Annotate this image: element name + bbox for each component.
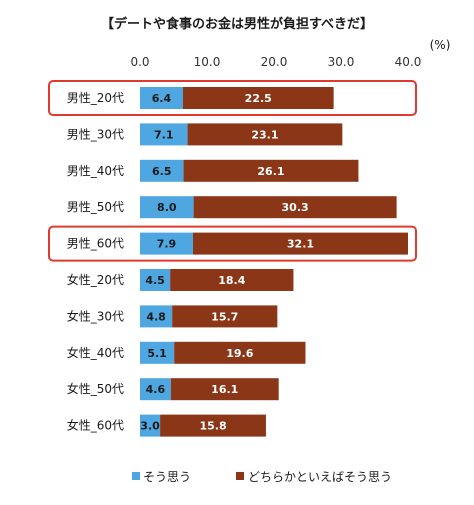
highlight-box <box>48 80 417 116</box>
highlight-box <box>48 225 417 262</box>
data-label: 4.5 <box>145 274 165 287</box>
category-label: 男性_30代 <box>67 127 124 141</box>
category-labels: 男性_20代男性_30代男性_40代男性_50代男性_60代女性_20代女性_3… <box>67 91 124 433</box>
category-label: 女性_60代 <box>67 418 124 433</box>
category-label: 女性_50代 <box>67 381 124 396</box>
bar-segment-agree <box>140 341 175 364</box>
data-label: 7.9 <box>157 238 177 251</box>
bar-segment-agree <box>140 196 194 219</box>
bar-segment-somewhat-agree <box>170 378 279 401</box>
unit-label: (%) <box>430 38 451 52</box>
data-label: 26.1 <box>257 165 284 178</box>
category-label: 男性_50代 <box>67 200 124 214</box>
category-label: 男性_60代 <box>67 237 124 251</box>
data-label: 16.1 <box>211 383 238 396</box>
data-label: 8.0 <box>157 201 177 214</box>
bar-segment-somewhat-agree <box>182 87 334 109</box>
bar-segment-agree <box>140 414 161 437</box>
bar-segment-somewhat-agree <box>187 123 343 146</box>
data-label: 6.5 <box>152 165 172 178</box>
chart-title: 【デートや食事のお金は男性が負担すべきだ】 <box>101 16 373 32</box>
legend: そう思う どちらかといえばそう思う <box>132 470 392 484</box>
data-label: 4.8 <box>146 310 166 323</box>
data-label: 7.1 <box>154 128 174 141</box>
data-label: 6.4 <box>152 92 172 105</box>
bar-segment-agree <box>140 269 171 291</box>
bar-segment-agree <box>140 232 193 255</box>
data-label: 18.4 <box>218 274 245 287</box>
bar-segment-agree <box>140 159 184 182</box>
category-label: 女性_40代 <box>67 345 124 360</box>
data-label: 30.3 <box>282 201 309 214</box>
x-tick-label: 40.0 <box>395 55 422 69</box>
bar-segment-somewhat-agree <box>174 341 306 364</box>
bar-segment-agree <box>140 123 188 146</box>
data-label: 19.6 <box>226 347 253 360</box>
bar-segment-somewhat-agree <box>183 159 359 182</box>
bar-segment-somewhat-agree <box>192 232 408 255</box>
bar-segment-somewhat-agree <box>172 305 278 328</box>
legend-swatch <box>132 472 140 480</box>
legend-label: そう思う <box>143 470 191 484</box>
bar-segment-somewhat-agree <box>160 414 266 437</box>
bars: 6.4 22.5 7.1 23.1 6.5 26.1 8.0 30.3 7.9 32.1 4.5 18… <box>140 87 408 437</box>
bar-segment-somewhat-agree <box>193 196 397 219</box>
x-tick-label: 20.0 <box>261 55 288 69</box>
x-tick-label: 10.0 <box>194 55 221 69</box>
data-label: 5.1 <box>147 347 167 360</box>
data-label: 22.5 <box>245 92 272 105</box>
x-tick-label: 30.0 <box>328 55 355 69</box>
category-label: 女性_20代 <box>67 272 124 287</box>
category-label: 女性_30代 <box>67 308 124 323</box>
data-label: 15.7 <box>211 310 238 323</box>
highlight-boxes <box>48 80 417 262</box>
data-label: 15.8 <box>199 420 226 433</box>
data-label: 32.1 <box>287 238 314 251</box>
data-label: 4.6 <box>146 383 166 396</box>
data-label: 3.0 <box>140 420 160 433</box>
legend-swatch <box>236 472 244 480</box>
x-tick-label: 0.0 <box>130 55 149 69</box>
bar-segment-somewhat-agree <box>170 269 294 291</box>
data-label: 23.1 <box>251 128 278 141</box>
legend-label: どちらかといえばそう思う <box>248 470 392 484</box>
bar-segment-agree <box>140 378 171 401</box>
bar-segment-agree <box>140 87 183 109</box>
category-label: 男性_40代 <box>67 164 124 178</box>
x-axis-ticks: 0.0 10.0 20.0 30.0 40.0 <box>130 55 421 69</box>
bar-segment-agree <box>140 305 173 328</box>
category-label: 男性_20代 <box>67 91 124 105</box>
